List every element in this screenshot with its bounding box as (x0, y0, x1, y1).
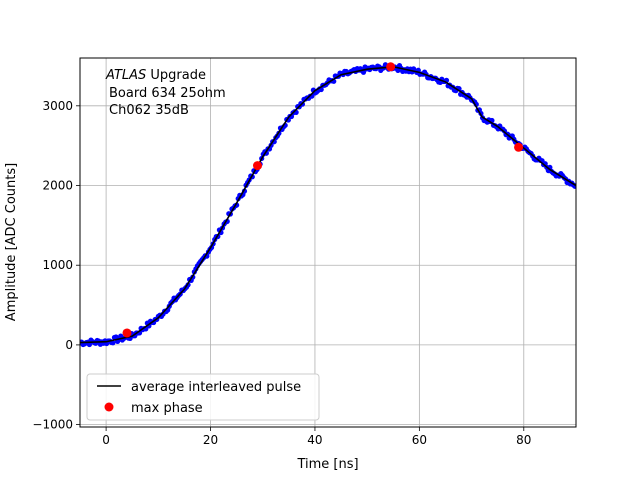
upgrade-label: Upgrade (146, 68, 206, 83)
max-phase-point (514, 142, 524, 152)
x-tick-label: 60 (412, 433, 427, 447)
y-tick-label: 2000 (42, 179, 73, 193)
legend-box (86, 373, 320, 421)
x-tick-label: 40 (307, 433, 322, 447)
y-axis-ticks: −1000 0 1000 2000 3000 (32, 99, 80, 432)
max-phase-point (253, 161, 263, 171)
sample-point (110, 340, 116, 346)
legend-entry-max-phase: max phase (131, 401, 203, 416)
y-tick-label: 1000 (42, 258, 73, 272)
legend-entry-average: average interleaved pulse (131, 380, 301, 395)
annotation-text: ATLAS Upgrade Board 634 25ohm Ch062 35dB (105, 68, 226, 118)
max-phase-point (122, 328, 132, 338)
x-axis-ticks: 0 20 40 60 80 (102, 427, 531, 447)
x-axis-label: Time [ns] (296, 457, 358, 472)
annotation-line-1: ATLAS Upgrade (105, 68, 206, 83)
annotation-line-2: Board 634 25ohm (109, 86, 226, 101)
average-pulse-line (80, 65, 576, 344)
x-tick-label: 80 (516, 433, 531, 447)
x-tick-label: 20 (203, 433, 218, 447)
x-tick-label: 0 (102, 433, 110, 447)
max-phase-point (386, 62, 396, 72)
legend-marker-swatch (104, 402, 114, 412)
annotation-line-3: Ch062 35dB (109, 103, 189, 118)
y-tick-label: −1000 (32, 418, 73, 432)
grid (80, 58, 576, 427)
y-axis-label: Amplitude [ADC Counts] (4, 163, 19, 321)
atlas-label: ATLAS (105, 68, 146, 83)
y-tick-label: 3000 (42, 99, 73, 113)
average-pulse-polyline (80, 65, 576, 344)
plot-frame (79, 57, 577, 428)
max-phase-points (122, 62, 524, 338)
y-tick-label: 0 (65, 338, 73, 352)
legend: average interleaved pulse max phase (86, 373, 320, 421)
